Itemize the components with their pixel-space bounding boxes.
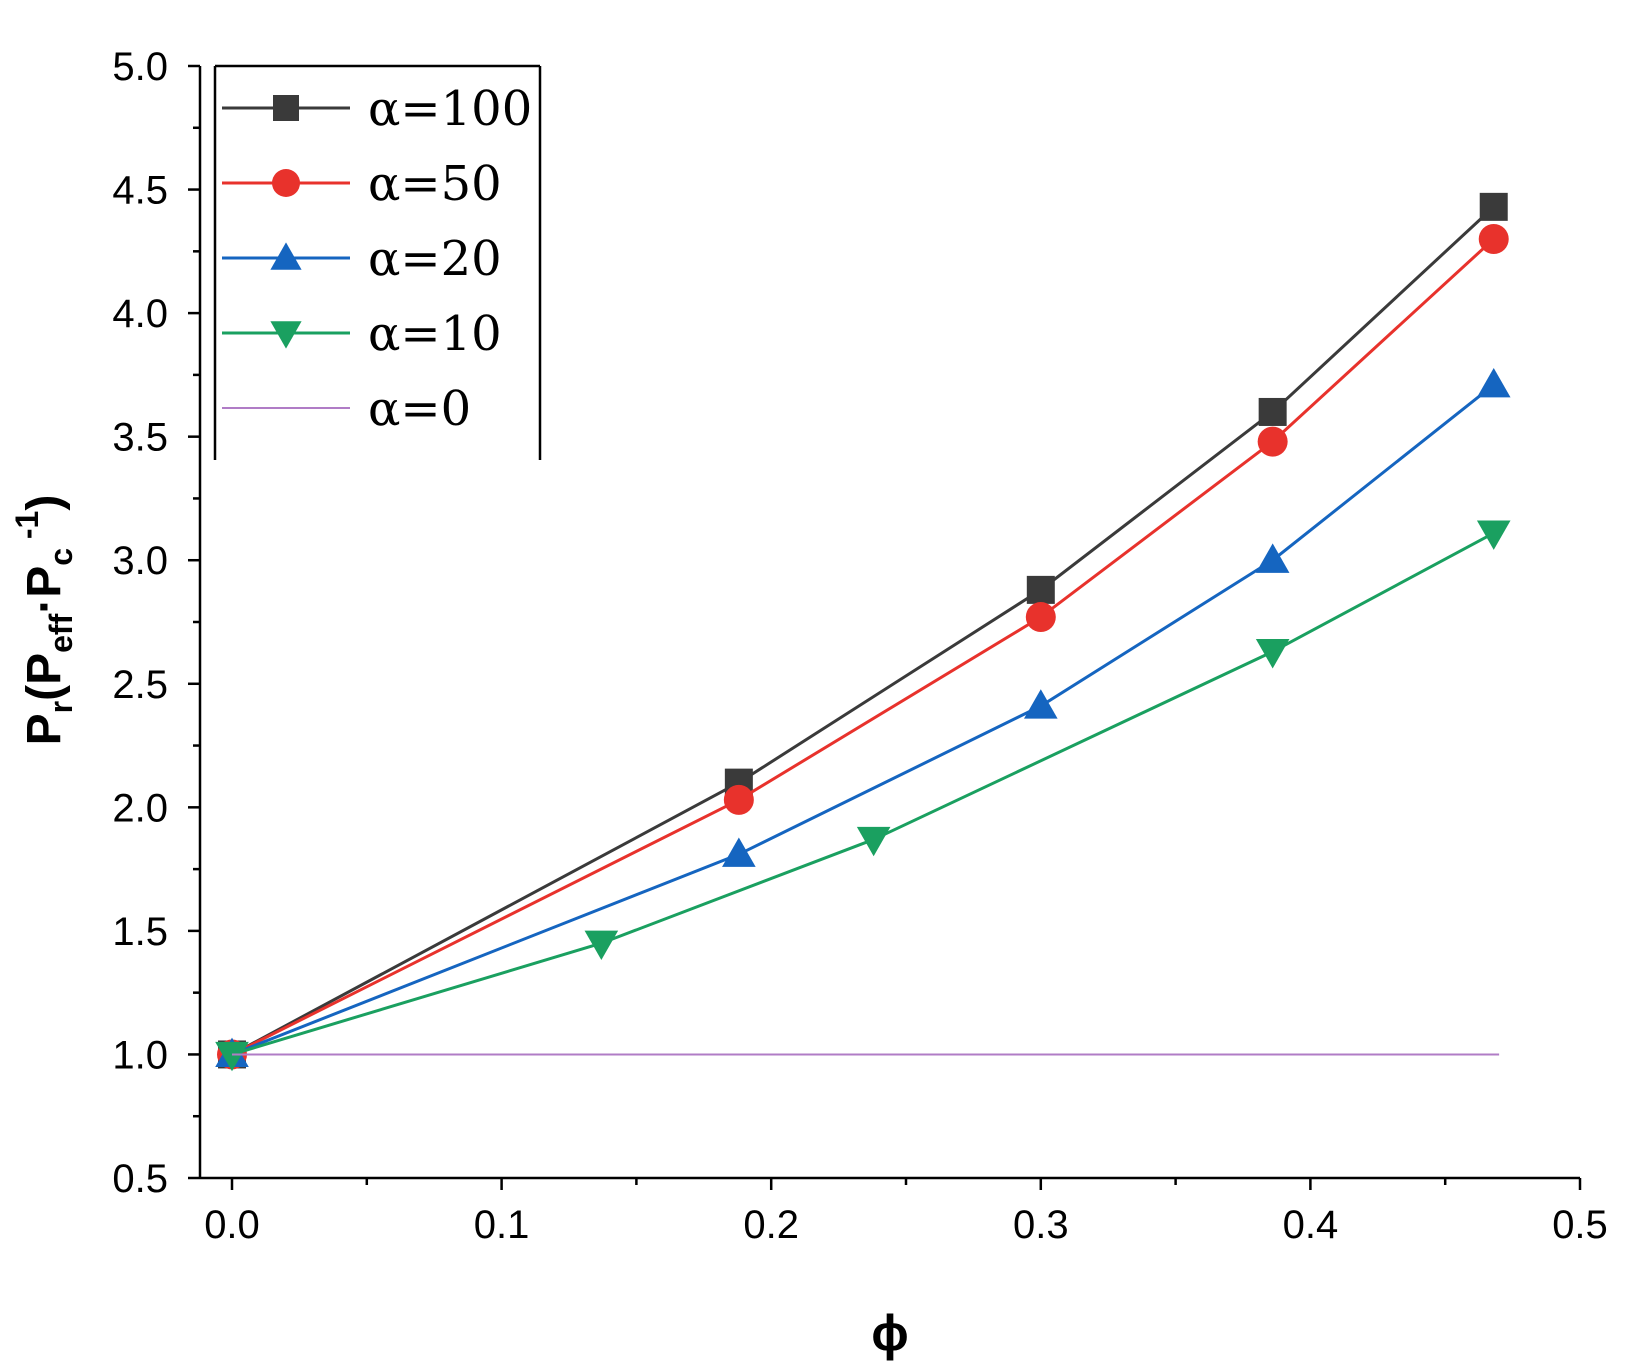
legend-label: α=50 (368, 156, 502, 212)
y-tick-label: 3.5 (112, 416, 168, 460)
legend-label: α=0 (368, 381, 471, 437)
legend: α=100 α=50 α=20 α=10 α=0 (213, 64, 542, 460)
data-point (1024, 689, 1058, 719)
y-title-mid: ·P (18, 566, 71, 614)
x-tick-label: 0.4 (1283, 1203, 1339, 1247)
data-point (1257, 426, 1288, 457)
legend-marker (270, 242, 302, 270)
y-title-open: (P (18, 653, 71, 701)
legend-marker (273, 95, 299, 121)
x-tick-label: 0.3 (1013, 1203, 1069, 1247)
legend-marker (270, 321, 302, 349)
data-point (723, 784, 754, 815)
legend-entry: α=10 (222, 306, 502, 362)
x-tick-label: 0.0 (204, 1203, 260, 1247)
data-point (1479, 192, 1508, 221)
legend-marker (272, 169, 300, 197)
y-tick-label: 3.0 (112, 539, 168, 583)
y-tick-label: 5.0 (112, 45, 168, 89)
legend-entry: α=0 (222, 381, 471, 437)
x-axis-title: ϕ (871, 1305, 908, 1361)
y-title-sub-r: r (43, 701, 79, 713)
legend-label: α=10 (368, 306, 502, 362)
y-title-base: P (18, 713, 71, 745)
x-tick-label: 0.1 (474, 1203, 530, 1247)
series (215, 192, 1511, 1072)
y-tick-label: 4.0 (112, 292, 168, 336)
legend-label: α=20 (368, 231, 502, 287)
y-title-close: ) (18, 495, 71, 511)
y-axis-title: Pr(Peff·Pc -1) (9, 495, 79, 746)
y-title-sub-eff: eff (43, 613, 79, 652)
data-point (856, 826, 891, 857)
y-tick-label: 1.5 (112, 910, 168, 954)
data-point (1476, 367, 1511, 398)
legend-entry: α=50 (222, 156, 502, 212)
y-title-sub-c: c (43, 548, 79, 566)
data-point (1025, 602, 1056, 633)
legend-entry: α=100 (222, 81, 532, 137)
x-tick-label: 0.5 (1552, 1203, 1608, 1247)
legend-entry: α=20 (222, 231, 502, 287)
data-point (1026, 575, 1055, 604)
data-point (215, 1041, 249, 1072)
data-point (1478, 223, 1509, 254)
data-point (722, 837, 756, 867)
ticks: 0.0 0.1 0.2 0.3 0.4 0.5 0.5 1.0 1.5 2.0 2.5 3.0 3.5 4… (112, 45, 1607, 1247)
data-point (1255, 639, 1290, 669)
series-2 (215, 367, 1511, 1068)
x-tick-label: 0.2 (743, 1203, 799, 1247)
data-point (584, 930, 619, 961)
series-3 (215, 520, 1511, 1072)
y-title-sup: -1 (9, 511, 45, 548)
data-point (1258, 397, 1287, 426)
y-tick-label: 1.0 (112, 1033, 168, 1077)
y-tick-label: 2.0 (112, 786, 168, 830)
data-point (1255, 543, 1290, 573)
y-tick-label: 2.5 (112, 663, 168, 707)
legend-label: α=100 (368, 81, 532, 137)
data-point (1476, 520, 1511, 550)
y-tick-label: 0.5 (112, 1157, 168, 1201)
y-tick-label: 4.5 (112, 169, 168, 213)
